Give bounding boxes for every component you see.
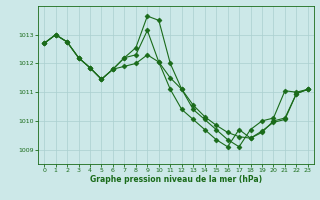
X-axis label: Graphe pression niveau de la mer (hPa): Graphe pression niveau de la mer (hPa) bbox=[90, 175, 262, 184]
